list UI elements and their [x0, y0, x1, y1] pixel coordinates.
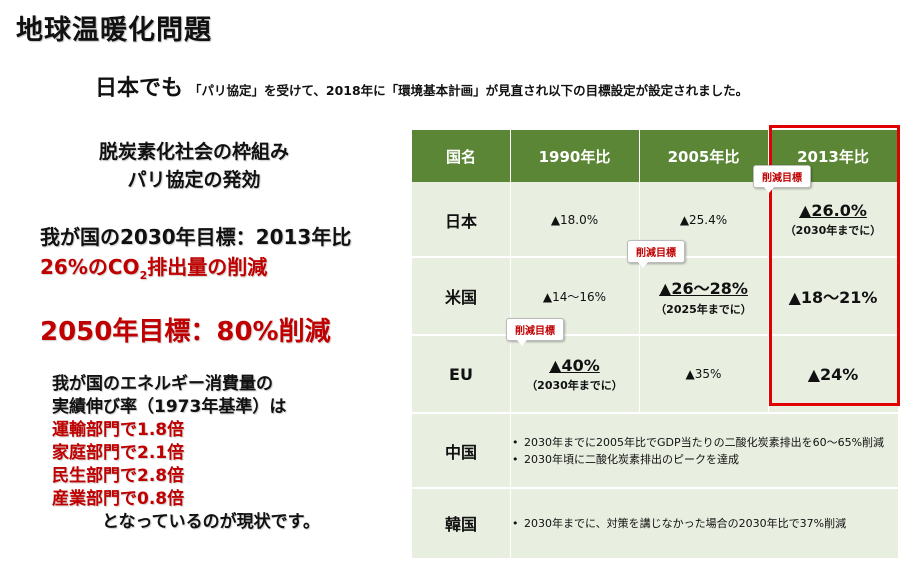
table-row-china: 中国 2030年までに2005年比でGDP当たりの二酸化炭素排出を60～65%削… — [412, 413, 898, 488]
header-1990: 1990年比 — [538, 147, 611, 166]
targets-table: 国名 1990年比 2005年比 2013年比 日本 ▲18.0% ▲25.4%… — [412, 130, 898, 558]
target-2030-co: 26%のCO — [40, 255, 140, 279]
grid-line — [768, 130, 769, 413]
target-2030-line-1: 我が国の2030年目標：2013年比 — [40, 225, 352, 249]
country-korea: 韓国 — [444, 515, 477, 534]
callout-eu-target: 削減目標 — [506, 318, 564, 346]
eu-1990-value: ▲40% — [549, 355, 600, 375]
target-2050: 2050年目標：80%削減 — [40, 317, 331, 347]
frame-line-2: パリ協定の発効 — [127, 169, 261, 191]
japan-1990: ▲18.0% — [550, 212, 599, 227]
subtitle-lead: 日本でも — [95, 76, 184, 101]
growth-line-2: 実績伸び率（1973年基準）は — [52, 397, 287, 417]
growth-closing: となっているのが現状です。 — [102, 512, 320, 532]
korea-bullets: 2030年までに、対策を講じなかった場合の2030年比で37%削減 — [512, 488, 892, 558]
eu-2013: ▲24% — [807, 364, 859, 384]
us-2005-value: ▲26～28% — [659, 279, 748, 298]
korea-bullet-1: 2030年までに、対策を講じなかった場合の2030年比で37%削減 — [512, 515, 892, 532]
china-bullet-1: 2030年までに2005年比でGDP当たりの二酸化炭素排出を60～65%削減 — [512, 434, 892, 451]
grid-line — [412, 412, 898, 414]
grid-line — [639, 130, 640, 413]
country-eu: EU — [449, 364, 473, 384]
country-japan: 日本 — [444, 211, 477, 231]
table-row-eu: EU ▲40% （2030年までに） ▲35% ▲24% — [412, 335, 898, 413]
us-2005: ▲26～28% （2025年までに） — [639, 257, 768, 335]
growth-line-1: 我が国のエネルギー消費量の — [52, 374, 273, 394]
target-2030: 我が国の2030年目標：2013年比 26%のCO2排出量の削減 — [40, 222, 351, 291]
table-header-row: 国名 1990年比 2005年比 2013年比 — [412, 130, 898, 182]
eu-2005: ▲35% — [685, 367, 722, 381]
target-2030-reduction: 排出量の削減 — [147, 255, 268, 279]
target-2030-subscript: 2 — [139, 269, 148, 282]
page-title: 地球温暖化問題 — [16, 15, 212, 46]
japan-2013-value: ▲26.0% — [799, 201, 867, 220]
country-china: 中国 — [444, 442, 477, 462]
japan-2005: ▲25.4% — [679, 212, 728, 227]
sector-transport: 運輸部門で1.8倍 — [52, 420, 185, 440]
energy-growth: 我が国のエネルギー消費量の 実績伸び率（1973年基準）は 運輸部門で1.8倍 … — [52, 373, 320, 534]
header-2005: 2005年比 — [667, 147, 740, 166]
us-1990: ▲14～16% — [542, 289, 607, 304]
china-bullet-2: 2030年頃に二酸化炭素排出のピークを達成 — [512, 451, 892, 468]
subtitle-text: 「パリ協定」を受けて、2018年に「環境基本計画」が見直され以下の目標設定が設定… — [189, 83, 749, 98]
grid-line — [412, 334, 898, 336]
us-2005-note: （2025年までに） — [655, 303, 752, 316]
target-2030-line-2: 26%のCO2排出量の削減 — [40, 252, 351, 291]
table-row-japan: 日本 ▲18.0% ▲25.4% ▲26.0% （2030年までに） — [412, 182, 898, 257]
sector-industry: 産業部門で0.8倍 — [52, 489, 185, 509]
grid-line — [412, 487, 898, 489]
paris-agreement-heading: 脱炭素化社会の枠組み パリ協定の発効 — [44, 138, 344, 194]
frame-line-1: 脱炭素化社会の枠組み — [98, 141, 289, 163]
header-country: 国名 — [445, 147, 476, 166]
callout-us-target: 削減目標 — [627, 240, 685, 268]
us-2013: ▲18～21% — [788, 288, 878, 307]
callout-japan-target: 削減目標 — [753, 165, 811, 193]
highlight-2013-column — [769, 125, 900, 406]
eu-1990: ▲40% （2030年までに） — [510, 335, 639, 413]
china-bullets: 2030年までに2005年比でGDP当たりの二酸化炭素排出を60～65%削減 2… — [512, 413, 892, 488]
eu-1990-note: （2030年までに） — [526, 378, 623, 392]
table-row-korea: 韓国 2030年までに、対策を講じなかった場合の2030年比で37%削減 — [412, 488, 898, 558]
sector-commercial: 民生部門で2.8倍 — [52, 466, 185, 486]
subtitle: 日本でも 「パリ協定」を受けて、2018年に「環境基本計画」が見直され以下の目標設… — [95, 70, 748, 102]
header-2013: 2013年比 — [797, 147, 869, 166]
sector-household: 家庭部門で2.1倍 — [52, 443, 185, 463]
grid-line — [510, 130, 511, 558]
japan-2013-note: （2030年までに） — [784, 224, 882, 237]
table-row-us: 米国 ▲14～16% ▲26～28% （2025年までに） ▲18～21% — [412, 257, 898, 335]
country-us: 米国 — [444, 288, 477, 307]
japan-2013: ▲26.0% （2030年までに） — [768, 182, 898, 257]
